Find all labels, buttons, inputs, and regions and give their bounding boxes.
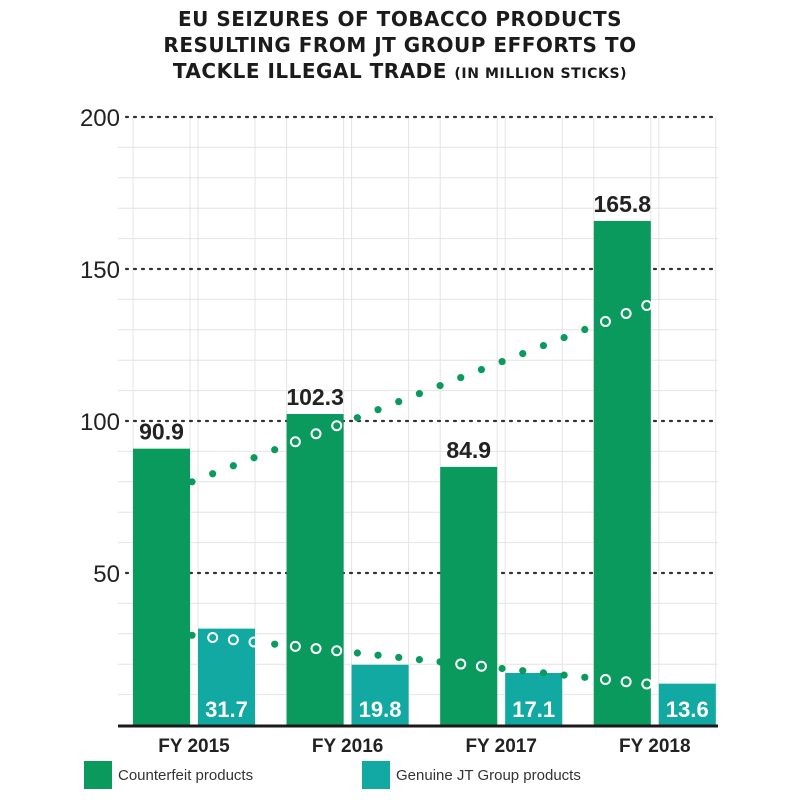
trend-point: [227, 634, 239, 646]
y-tick-label: 150: [80, 257, 120, 284]
trend-point: [436, 382, 444, 390]
trend-point: [475, 660, 487, 672]
bar-genuine: [351, 664, 409, 725]
data-label-genuine: 13.6: [666, 697, 709, 722]
bar-genuine: [658, 683, 716, 725]
trend-point: [353, 649, 361, 657]
data-label-counterfeit: 90.9: [139, 419, 184, 445]
bar-genuine: [198, 628, 255, 725]
trend-point: [599, 674, 611, 686]
trend-point: [539, 341, 548, 350]
trend-point: [207, 632, 219, 644]
data-label-genuine: 31.7: [205, 697, 248, 722]
trend-point: [250, 454, 258, 462]
trend-point: [188, 631, 196, 639]
trend-point: [209, 470, 217, 478]
legend-swatch-genuine: [362, 761, 390, 789]
trend-point: [519, 667, 527, 675]
trend-point: [519, 349, 527, 358]
legend-swatch-counterfeit: [84, 761, 112, 789]
chart-title: EU SEIZURES OF TOBACCO PRODUCTS RESULTIN…: [0, 6, 800, 87]
x-tick-label: FY 2017: [465, 736, 536, 757]
y-tick-label: 100: [80, 409, 120, 436]
trend-point: [248, 636, 260, 648]
title-line-2: RESULTING FROM JT GROUP EFFORTS TO: [163, 33, 637, 57]
trend-point: [229, 462, 237, 470]
trend-point: [539, 669, 548, 677]
trend-point: [310, 428, 322, 440]
data-label-counterfeit: 165.8: [594, 191, 652, 217]
trend-point: [395, 398, 403, 406]
legend-label-counterfeit: Counterfeit products: [118, 766, 254, 784]
trend-point: [289, 640, 301, 652]
trend-point: [599, 316, 611, 328]
title-line-3: TACKLE ILLEGAL TRADE (IN MILLION STICKS): [0, 58, 800, 87]
trend-point: [457, 374, 465, 382]
trend-point: [271, 640, 279, 648]
trend-point: [271, 446, 279, 454]
trend-point: [374, 651, 382, 659]
trend-point: [477, 365, 486, 374]
trend-point: [395, 653, 403, 662]
title-line-1: EU SEIZURES OF TOBACCO PRODUCTS: [178, 7, 622, 31]
data-label-counterfeit: 102.3: [286, 384, 344, 410]
y-tick-label: 50: [93, 561, 120, 588]
x-tick-label: FY 2018: [619, 736, 690, 757]
trend-point: [641, 678, 653, 690]
trend-point: [289, 436, 301, 448]
trend-point: [641, 299, 653, 311]
bar-genuine: [505, 673, 563, 725]
trend-point: [188, 478, 196, 486]
bar-chart: 50 100 150 200 90.9 31.7 FY 2015 102.3 19.8 FY 20…: [80, 105, 720, 757]
bar-counterfeit: [593, 220, 651, 725]
trend-point: [374, 406, 382, 414]
data-label-genuine: 19.8: [359, 697, 402, 722]
trend-point: [310, 643, 322, 655]
data-label-genuine: 17.1: [512, 697, 555, 722]
trend-point: [331, 645, 343, 657]
trend-point: [581, 673, 589, 681]
bar-counterfeit: [286, 414, 344, 725]
trend-point: [455, 658, 467, 670]
bar-counterfeit: [440, 466, 498, 725]
trend-point: [415, 390, 423, 398]
trend-point: [581, 325, 589, 334]
y-tick-label: 200: [80, 105, 120, 132]
data-label-counterfeit: 84.9: [446, 437, 491, 463]
trend-point: [331, 420, 343, 432]
title-unit: (IN MILLION STICKS): [454, 66, 628, 82]
trend-point: [560, 333, 568, 342]
x-tick-label: FY 2015: [158, 736, 230, 757]
trend-point: [620, 676, 632, 688]
legend-item-counterfeit: Counterfeit products: [84, 760, 253, 790]
trend-point: [560, 671, 568, 679]
legend-label-genuine: Genuine JT Group products: [396, 766, 581, 784]
trend-point: [498, 357, 506, 366]
trend-point: [620, 307, 632, 319]
x-tick-label: FY 2016: [312, 736, 383, 757]
legend-item-genuine: Genuine JT Group products: [362, 760, 581, 790]
trend-point: [415, 656, 423, 664]
trend-point: [436, 658, 444, 666]
title-line-3-text: TACKLE ILLEGAL TRADE: [172, 59, 447, 83]
trend-point: [498, 664, 506, 673]
bar-counterfeit: [133, 448, 190, 725]
trend-point: [353, 414, 361, 422]
